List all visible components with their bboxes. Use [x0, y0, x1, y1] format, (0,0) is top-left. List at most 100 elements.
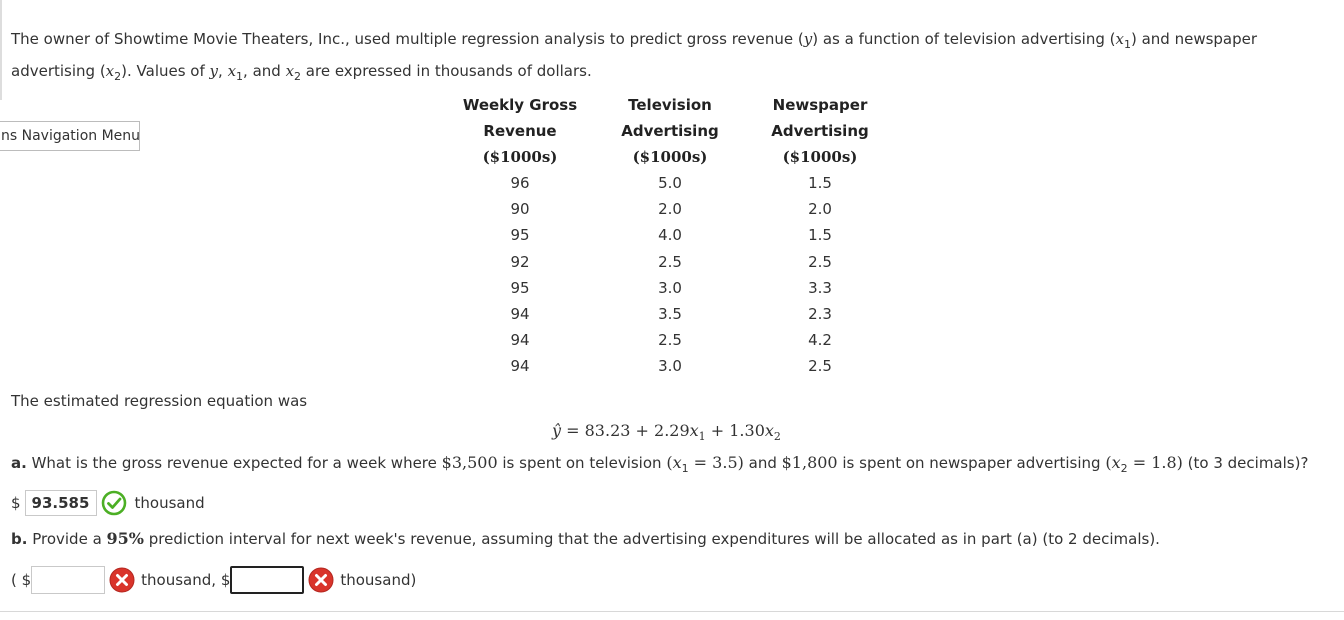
question-text: Provide a [27, 530, 107, 548]
cell-television: 3.5 [658, 305, 682, 324]
bottom-divider [0, 611, 1344, 612]
eq-part: + 1.30 [705, 421, 765, 440]
eq-x1: x [689, 421, 699, 440]
cell-revenue: 94 [510, 357, 530, 376]
table-row: 95 4.0 1.5 [445, 222, 895, 248]
value-x1: = 3.5) [688, 453, 744, 472]
cell-revenue: 94 [510, 331, 530, 350]
table-row: 94 2.5 4.2 [445, 327, 895, 353]
interval-mid-text: thousand, $ [141, 571, 231, 589]
x-circle-icon [308, 567, 334, 593]
question-text: and [743, 454, 782, 472]
intro-text-3: ) and newspaper advertising ( [11, 30, 1258, 80]
cell-newspaper: 2.5 [808, 357, 832, 376]
header-newspaper-advertising: Newspaper Advertising ($1000s) [745, 92, 895, 170]
intro-text-2: ) as a function of television advertisin… [812, 30, 1116, 48]
cell-revenue: 92 [510, 252, 530, 271]
amount-television: $3,500 [441, 453, 498, 472]
cell-television: 2.0 [658, 200, 682, 219]
eq-x1-sub: 1 [698, 430, 706, 444]
regression-equation: ŷ = 83.23 + 2.29x1 + 1.30x2 [552, 421, 781, 443]
cell-television: 4.0 [658, 226, 682, 245]
header-unit: ($1000s) [482, 148, 558, 166]
intro-text-6: , and [243, 62, 286, 80]
question-b-label: b. [11, 530, 28, 548]
question-text: What is the gross revenue expected for a… [26, 454, 442, 472]
cell-revenue: 95 [510, 226, 530, 245]
eq-yhat: ŷ [552, 421, 562, 440]
amount-newspaper: $1,800 [781, 453, 838, 472]
var-x2-2-sub: 2 [294, 70, 302, 83]
cell-television: 5.0 [658, 174, 682, 193]
cell-revenue: 90 [510, 200, 530, 219]
question-text: prediction interval for next week's reve… [144, 530, 1160, 548]
upper-bound-input[interactable] [230, 566, 305, 594]
table-row: 96 5.0 1.5 [445, 170, 895, 196]
dollar-sign: $ [11, 494, 21, 512]
eq-x2-sub: 2 [773, 430, 781, 444]
answer-a-unit: thousand [134, 494, 205, 512]
var-x1: x [1115, 30, 1124, 48]
cell-newspaper: 4.2 [808, 331, 832, 350]
left-border [0, 0, 2, 100]
paren: ( [666, 453, 673, 472]
answer-b-row: ( $ thousand, $ thousand) [11, 565, 416, 595]
cell-newspaper: 3.3 [808, 278, 832, 297]
header-line: Weekly Gross [462, 96, 578, 114]
var-x2: x [105, 62, 115, 80]
estimated-equation-label: The estimated regression equation was [11, 392, 308, 410]
header-unit: ($1000s) [782, 148, 858, 166]
var-y-2: y [209, 62, 219, 80]
var-x1: x [672, 453, 682, 472]
var-x2-2: x [285, 62, 295, 80]
navigation-menu-button[interactable]: ns Navigation Menu [0, 121, 140, 151]
header-line: Television [628, 96, 712, 114]
table-header-row: Weekly Gross Revenue ($1000s) Television… [445, 92, 895, 170]
intro-text-5: , [218, 62, 228, 80]
cell-newspaper: 1.5 [808, 174, 832, 193]
question-text: (to 3 decimals)? [1182, 454, 1309, 472]
var-x1-2-sub: 1 [236, 70, 244, 83]
cell-television: 3.0 [658, 357, 682, 376]
table-row: 90 2.0 2.0 [445, 196, 895, 222]
eq-part: = 83.23 + 2.29 [561, 421, 690, 440]
confidence-level: 95% [106, 529, 144, 548]
question-text: is spent on newspaper advertising [837, 454, 1106, 472]
cell-newspaper: 1.5 [808, 226, 832, 245]
header-line: Advertising [771, 122, 869, 140]
header-television-advertising: Television Advertising ($1000s) [595, 92, 745, 170]
var-x2-sub: 2 [1120, 462, 1128, 475]
header-weekly-gross-revenue: Weekly Gross Revenue ($1000s) [445, 92, 595, 170]
question-a: a. What is the gross revenue expected fo… [11, 453, 1308, 475]
header-unit: ($1000s) [632, 148, 708, 166]
var-x1-2: x [227, 62, 237, 80]
paren: ( [1105, 453, 1112, 472]
x-circle-icon [109, 567, 135, 593]
question-b: b. Provide a 95% prediction interval for… [11, 529, 1160, 548]
intro-text-4: ). Values of [121, 62, 210, 80]
header-line: Advertising [621, 122, 719, 140]
var-x2: x [1111, 453, 1121, 472]
check-circle-icon [101, 490, 127, 516]
value-x2: = 1.8) [1127, 453, 1183, 472]
cell-revenue: 95 [510, 278, 530, 297]
answer-a-row: $ 93.585 thousand [11, 488, 205, 518]
cell-television: 2.5 [658, 252, 682, 271]
cell-revenue: 94 [510, 305, 530, 324]
var-x2-sub: 2 [114, 70, 122, 83]
lower-bound-input[interactable] [31, 566, 106, 594]
cell-television: 3.0 [658, 278, 682, 297]
var-x1-sub: 1 [681, 462, 689, 475]
question-a-label: a. [11, 454, 27, 472]
cell-revenue: 96 [510, 174, 530, 193]
header-line: Revenue [483, 122, 557, 140]
interval-close: thousand) [340, 571, 417, 589]
table-row: 95 3.0 3.3 [445, 275, 895, 301]
question-text: is spent on television [497, 454, 667, 472]
cell-newspaper: 2.0 [808, 200, 832, 219]
answer-a-input[interactable]: 93.585 [24, 490, 97, 516]
table-row: 94 3.5 2.3 [445, 301, 895, 327]
eq-x2: x [764, 421, 774, 440]
table-row: 94 3.0 2.5 [445, 353, 895, 379]
var-x1-sub: 1 [1123, 38, 1131, 51]
